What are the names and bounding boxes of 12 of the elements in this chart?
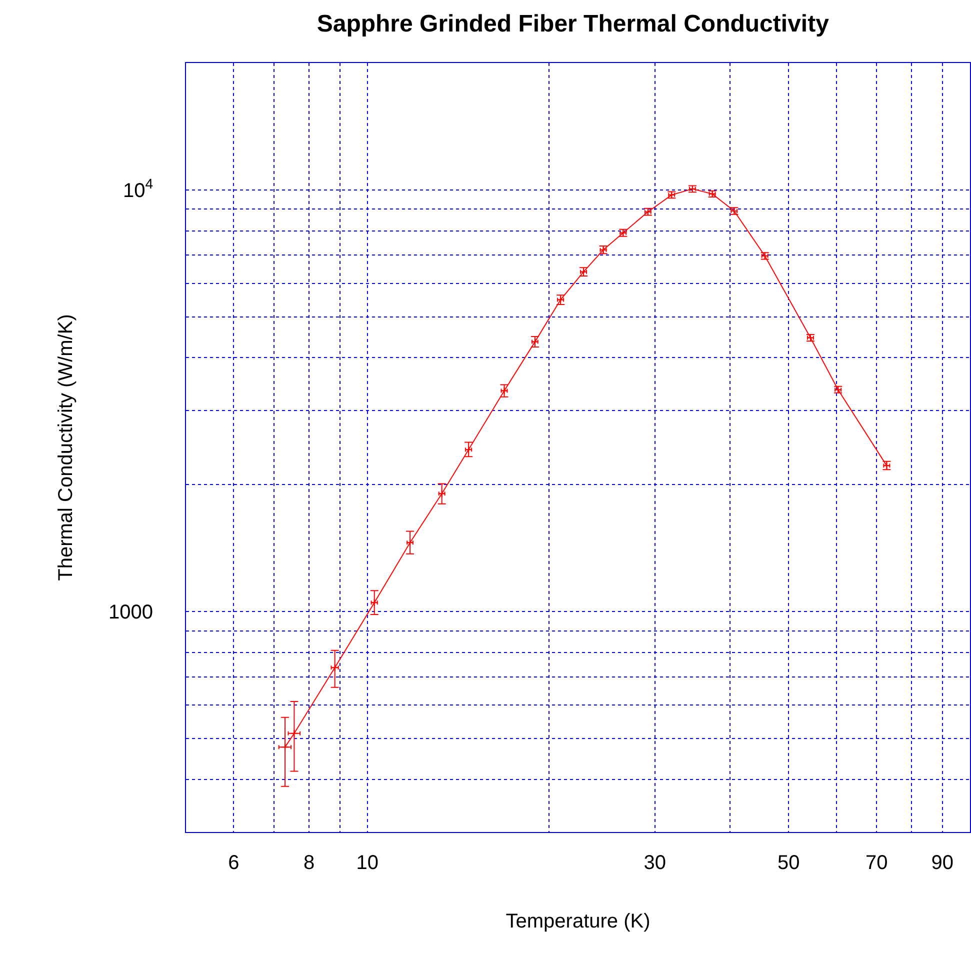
x-tick-label: 70 — [866, 852, 888, 874]
chart-title: Sapphre Grinded Fiber Thermal Conductivity — [316, 10, 830, 38]
x-tick-label: 8 — [303, 852, 315, 874]
y-axis-title: Thermal Conductivity (W/m/K) — [55, 314, 77, 581]
x-tick-label: 10 — [356, 852, 379, 874]
x-tick-label: 30 — [644, 852, 666, 874]
x-tick-label: 90 — [931, 852, 954, 874]
y-tick-label: 10$^{4}$ — [122, 176, 154, 202]
x-tick-label: 6 — [228, 852, 240, 874]
y-tick-label: 1000 — [108, 602, 153, 624]
x-axis-title: Temperature (K) — [506, 910, 650, 932]
x-tick-label: 50 — [777, 852, 800, 874]
